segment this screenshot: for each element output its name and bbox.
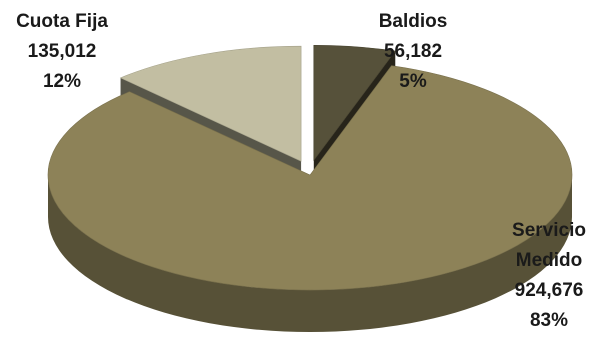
label-cuota-fija-percent: 12%	[43, 71, 81, 92]
label-cuota-fija: Cuota Fija 135,012 12%	[16, 11, 108, 92]
label-cuota-fija-value: 135,012	[28, 41, 97, 62]
label-servicio-medido-name-1: Medido	[516, 250, 583, 271]
label-baldios-percent: 5%	[399, 71, 427, 92]
pie-labels: Baldios 56,182 5% Servicio Medido 924,676 83% C…	[16, 11, 586, 331]
pie-slice-baldios	[313, 45, 396, 162]
pie-rim-servicio-medido	[48, 175, 572, 332]
label-servicio-medido-percent: 83%	[530, 310, 568, 331]
label-servicio-medido-name-0: Servicio	[512, 220, 586, 241]
label-cuota-fija-name-0: Cuota Fija	[16, 11, 108, 32]
label-baldios-name-0: Baldios	[379, 11, 448, 32]
label-servicio-medido-value: 924,676	[515, 280, 584, 301]
label-servicio-medido: Servicio Medido 924,676 83%	[512, 220, 586, 331]
pie-slice-cuota-fija	[119, 45, 302, 162]
pie-tops	[47, 45, 573, 291]
label-baldios: Baldios 56,182 5%	[379, 11, 448, 92]
pie-slice-servicio-medido	[47, 65, 573, 291]
label-baldios-value: 56,182	[384, 41, 442, 62]
